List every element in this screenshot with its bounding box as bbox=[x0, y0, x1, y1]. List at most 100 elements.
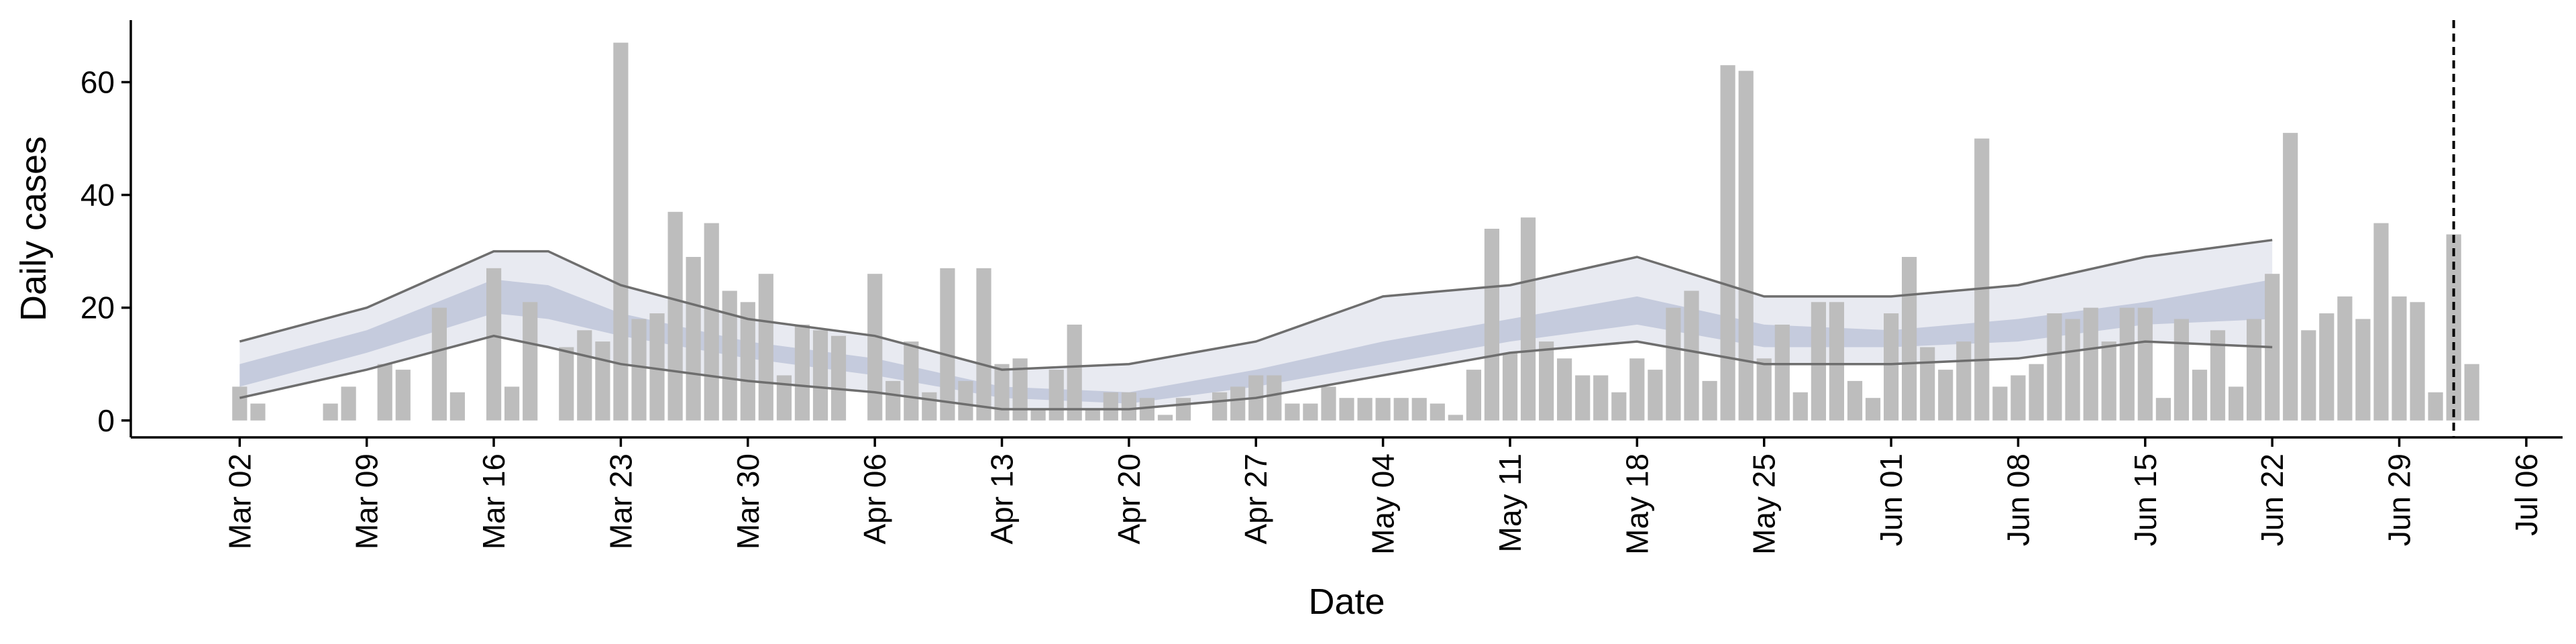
x-tick-label: Apr 13 bbox=[985, 453, 1020, 545]
daily-cases-bar bbox=[758, 274, 773, 421]
daily-cases-bar bbox=[2047, 313, 2062, 421]
daily-cases-bar bbox=[2392, 296, 2407, 421]
daily-cases-bar bbox=[1792, 392, 1808, 421]
daily-cases-bar bbox=[994, 364, 1010, 421]
daily-cases-bar bbox=[1738, 70, 1754, 421]
daily-cases-bar bbox=[812, 330, 828, 421]
x-tick-label: May 25 bbox=[1747, 453, 1782, 555]
daily-cases-bar bbox=[1430, 403, 1445, 421]
daily-cases-bar bbox=[940, 268, 955, 421]
x-tick-label: Jun 22 bbox=[2255, 453, 2290, 546]
daily-cases-bar bbox=[613, 42, 629, 421]
daily-cases-bar bbox=[867, 274, 883, 421]
daily-cases-bar bbox=[1411, 398, 1427, 421]
daily-cases-bar bbox=[1357, 398, 1373, 421]
daily-cases-bar bbox=[1375, 398, 1391, 421]
daily-cases-bar bbox=[2137, 307, 2153, 421]
x-tick-label: Apr 20 bbox=[1112, 453, 1146, 545]
x-tick-label: Jul 06 bbox=[2509, 453, 2544, 536]
daily-cases-bar bbox=[2319, 313, 2334, 421]
x-tick-label: Mar 02 bbox=[222, 453, 257, 549]
x-tick-label: Jun 15 bbox=[2128, 453, 2163, 546]
daily-cases-bar bbox=[2010, 375, 2026, 421]
x-tick-label: Apr 27 bbox=[1238, 453, 1273, 545]
daily-cases-bar bbox=[1030, 409, 1046, 421]
daily-cases-bar bbox=[2192, 370, 2208, 421]
daily-cases-bar bbox=[776, 375, 792, 421]
y-tick-label: 20 bbox=[80, 290, 115, 325]
daily-cases-bar bbox=[885, 380, 901, 421]
daily-cases-bar bbox=[1884, 313, 1899, 421]
daily-cases-bar bbox=[2373, 223, 2389, 421]
daily-cases-bar bbox=[1502, 352, 1518, 421]
x-tick-label: Mar 16 bbox=[476, 453, 511, 549]
daily-cases-bar bbox=[1648, 370, 1663, 421]
daily-cases-bar bbox=[1067, 324, 1082, 421]
daily-cases-bar bbox=[1611, 392, 1627, 421]
daily-cases-bar bbox=[1756, 358, 1772, 421]
daily-cases-bar bbox=[1702, 380, 1717, 421]
x-tick-label: Mar 23 bbox=[603, 453, 638, 549]
daily-cases-bar bbox=[2229, 386, 2244, 421]
daily-cases-bar bbox=[2174, 319, 2189, 421]
daily-cases-bar bbox=[1230, 386, 1246, 421]
daily-cases-bar bbox=[523, 302, 538, 421]
daily-cases-bar bbox=[2029, 364, 2044, 421]
x-tick-label: Mar 09 bbox=[350, 453, 384, 549]
y-tick-label: 0 bbox=[97, 403, 115, 438]
x-tick-label: May 11 bbox=[1493, 453, 1527, 552]
y-tick-label: 40 bbox=[80, 178, 115, 213]
daily-cases-bar bbox=[2446, 234, 2461, 421]
daily-cases-bar bbox=[2210, 330, 2226, 421]
daily-cases-bar bbox=[830, 335, 847, 421]
daily-cases-bar bbox=[377, 364, 392, 421]
daily-cases-bar bbox=[1520, 217, 1536, 421]
daily-cases-bar bbox=[904, 341, 919, 421]
daily-cases-bar bbox=[1938, 370, 1953, 421]
daily-cases-bar bbox=[922, 392, 937, 421]
daily-cases-bar bbox=[1212, 392, 1228, 421]
daily-cases-bar bbox=[1285, 403, 1300, 421]
daily-cases-bar bbox=[2155, 398, 2171, 421]
daily-cases-bar bbox=[1847, 380, 1863, 421]
x-tick-label: Mar 30 bbox=[731, 453, 765, 549]
daily-cases-bar bbox=[958, 380, 973, 421]
daily-cases-bar bbox=[250, 403, 266, 421]
daily-cases-bars bbox=[232, 42, 2479, 421]
daily-cases-bar bbox=[1920, 347, 1935, 421]
x-tick-label: Apr 06 bbox=[857, 453, 892, 545]
daily-cases-bar bbox=[595, 341, 610, 421]
daily-cases-bar bbox=[559, 347, 574, 421]
daily-cases-bar bbox=[1811, 302, 1826, 421]
daily-cases-bar bbox=[1666, 307, 1681, 421]
daily-cases-bar bbox=[722, 290, 737, 421]
daily-cases-bar bbox=[740, 302, 755, 421]
daily-cases-bar bbox=[649, 313, 665, 421]
daily-cases-bar bbox=[395, 370, 411, 421]
lower-bound-line bbox=[239, 334, 2273, 411]
daily-cases-bar bbox=[794, 324, 810, 421]
daily-cases-bar bbox=[449, 392, 465, 421]
daily-cases-bar bbox=[1175, 398, 1191, 421]
daily-cases-bar bbox=[486, 268, 502, 421]
daily-cases-bar bbox=[1466, 370, 1481, 421]
daily-cases-bar bbox=[667, 211, 683, 421]
daily-cases-bar bbox=[1684, 290, 1699, 421]
daily-cases-bar bbox=[1303, 403, 1318, 421]
x-tick-label: Jun 01 bbox=[1874, 453, 1909, 546]
x-tick-label: Jun 29 bbox=[2382, 453, 2417, 546]
daily-cases-bar bbox=[1012, 358, 1028, 421]
daily-cases-bar bbox=[1267, 375, 1282, 421]
x-tick-label: May 18 bbox=[1619, 453, 1654, 555]
daily-cases-bar bbox=[1085, 409, 1100, 421]
daily-cases-bar bbox=[1339, 398, 1354, 421]
y-axis-ticks: 0 20 40 60 bbox=[80, 64, 131, 438]
daily-cases-bar bbox=[631, 319, 647, 421]
y-tick-label: 60 bbox=[80, 64, 115, 99]
daily-cases-bar bbox=[1121, 392, 1136, 421]
daily-cases-bar bbox=[504, 386, 520, 421]
daily-cases-bar bbox=[1774, 324, 1790, 421]
daily-cases-bar bbox=[1992, 386, 2008, 421]
daily-cases-bar bbox=[2283, 133, 2298, 421]
daily-cases-bar bbox=[1103, 392, 1118, 421]
